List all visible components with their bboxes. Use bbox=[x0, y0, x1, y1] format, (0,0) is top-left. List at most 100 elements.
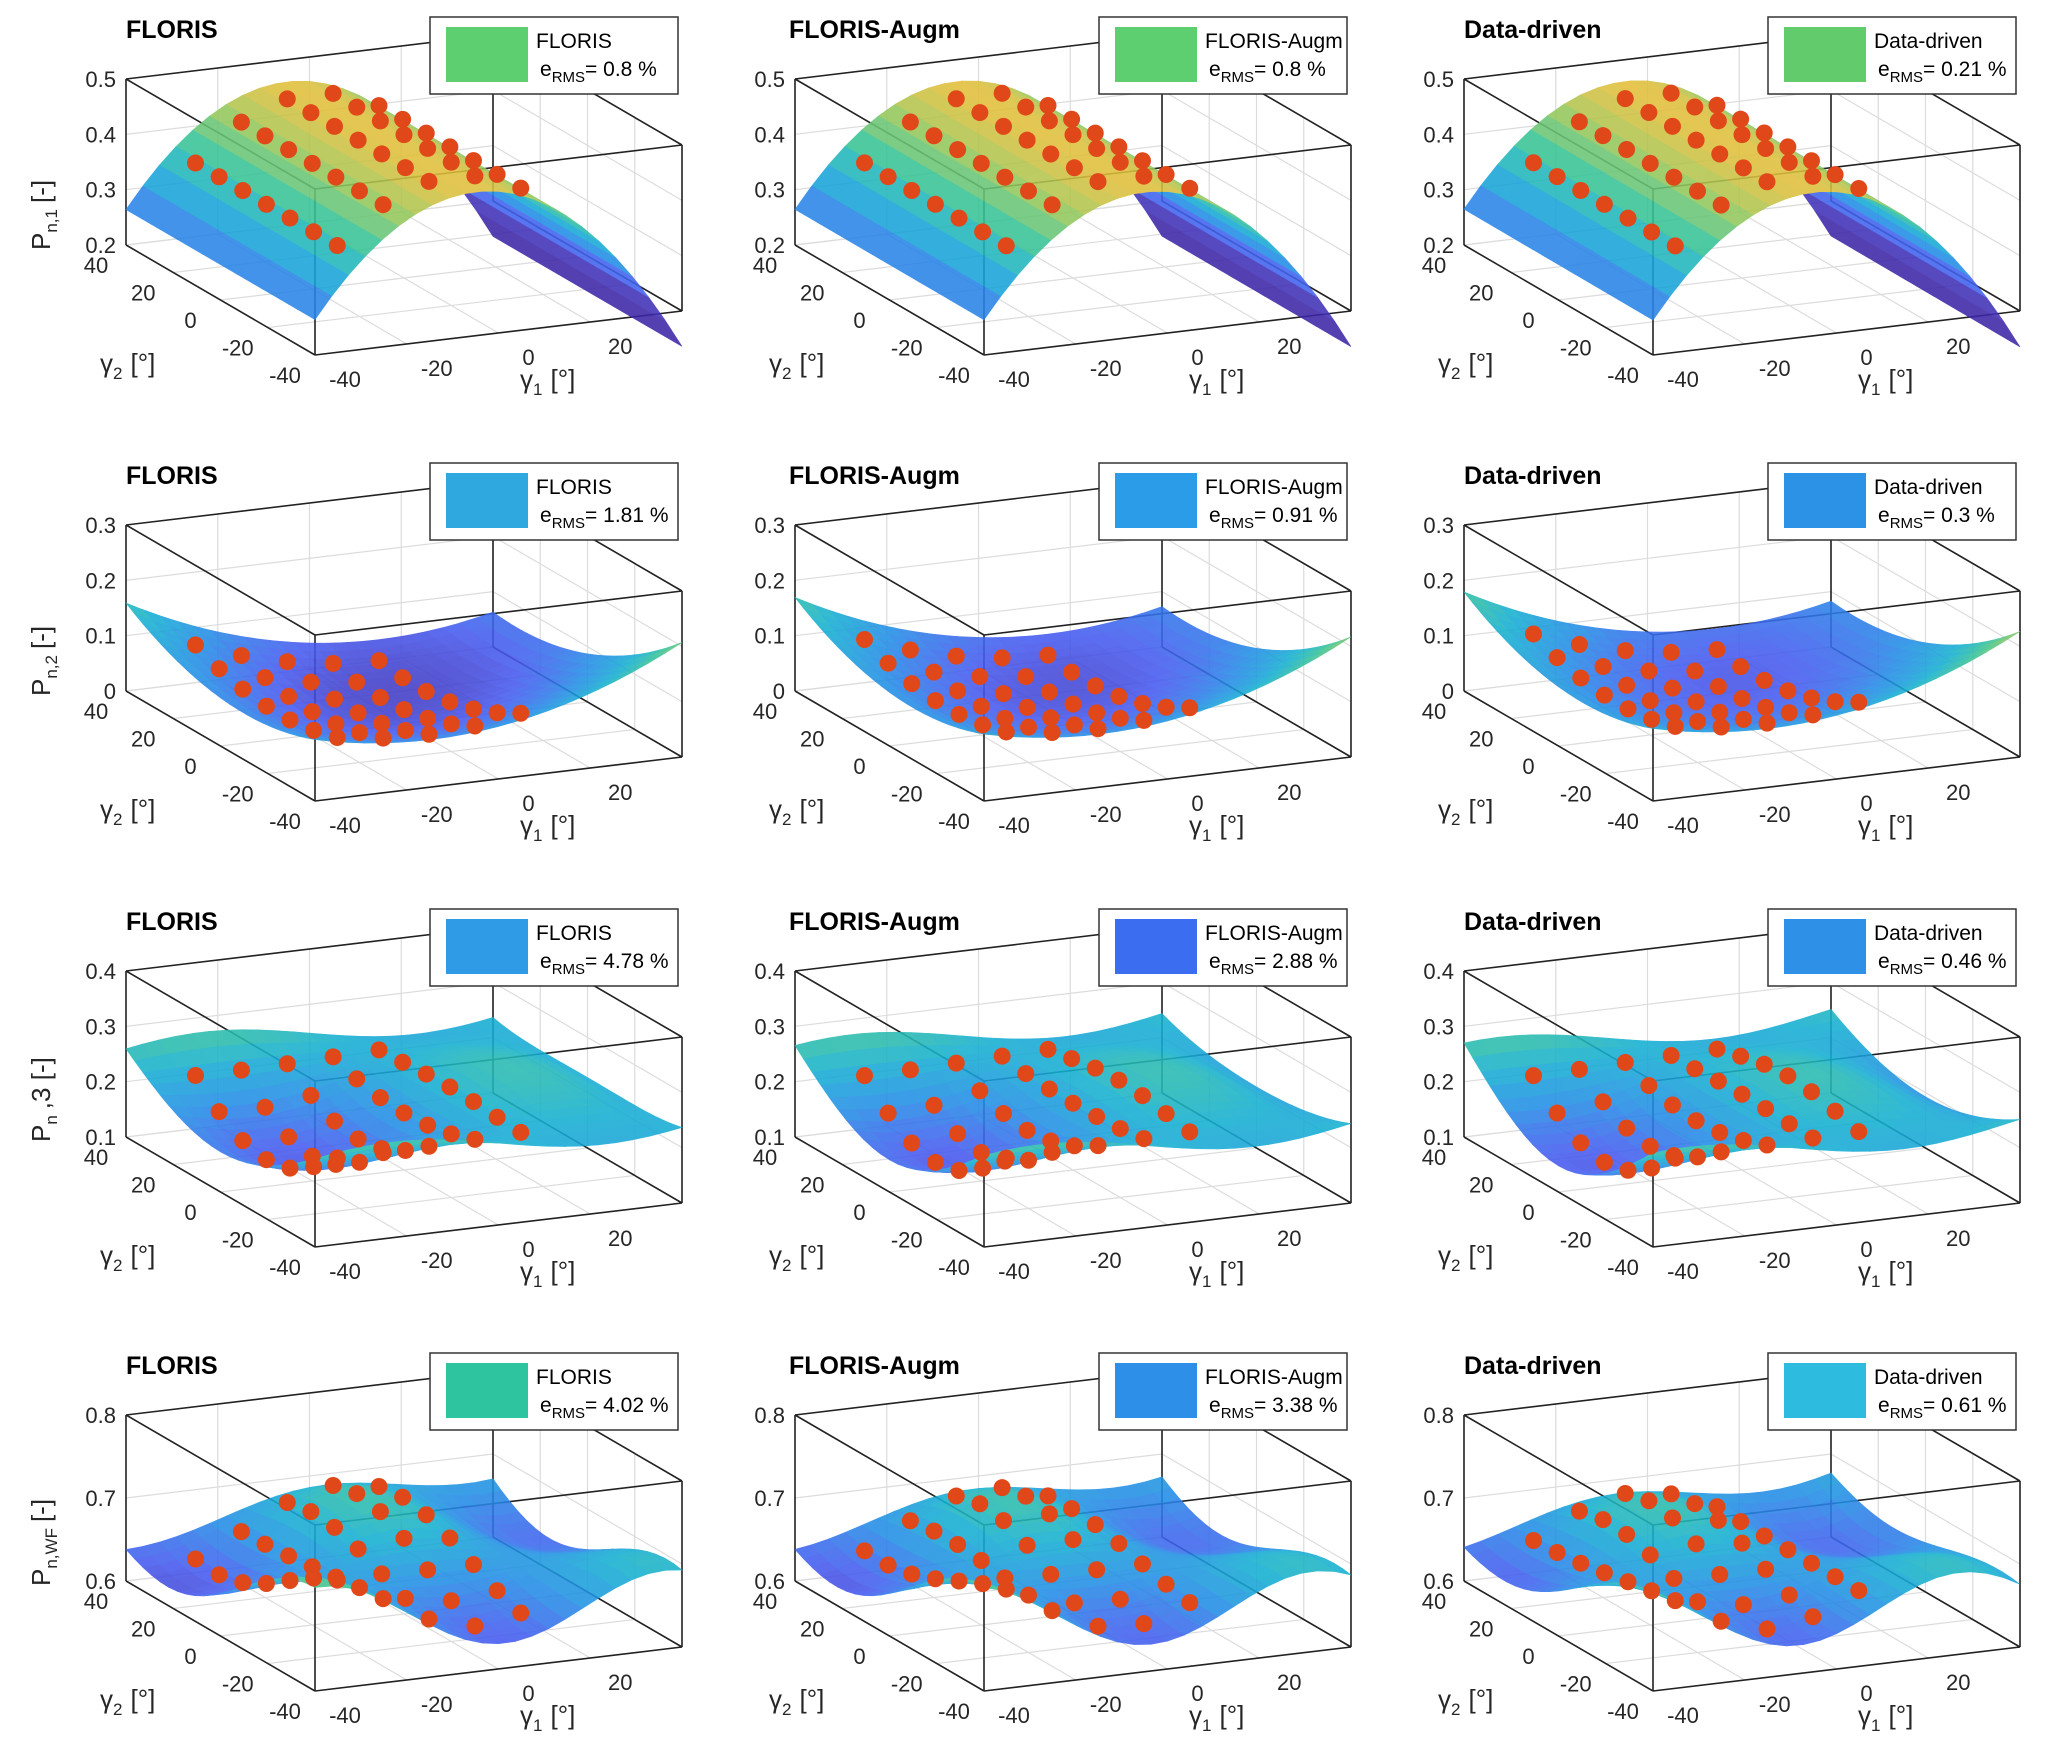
y-tick-label: 40 bbox=[753, 253, 777, 278]
x-tick-label: -20 bbox=[421, 1248, 453, 1273]
y-tick-label: -40 bbox=[269, 363, 301, 388]
measurement-point bbox=[1181, 1123, 1199, 1141]
measurement-points bbox=[856, 1040, 1199, 1179]
measurement-point bbox=[1570, 113, 1588, 131]
measurement-point bbox=[441, 138, 459, 156]
measurement-point bbox=[466, 717, 484, 735]
measurement-point bbox=[1017, 1065, 1035, 1083]
label-sub: 2 bbox=[113, 364, 122, 383]
z-tick-label: 0.2 bbox=[754, 568, 785, 593]
y-tick-label: 0 bbox=[1522, 754, 1534, 779]
box-edge bbox=[1652, 756, 2021, 802]
y-tick-label: 40 bbox=[753, 699, 777, 724]
legend-swatch bbox=[446, 27, 528, 82]
measurement-point bbox=[1594, 127, 1612, 145]
measurement-point bbox=[1181, 699, 1199, 717]
error-eq: = bbox=[1254, 504, 1272, 527]
subplot-3-2: 0.10.20.30.4-40-2002040-40-2002040γ2[°]γ… bbox=[669, 892, 1393, 1338]
measurement-point bbox=[419, 709, 437, 727]
measurement-point bbox=[949, 1125, 967, 1143]
y-tick-label: 0 bbox=[853, 308, 865, 333]
measurement-point bbox=[281, 1159, 299, 1177]
measurement-point bbox=[879, 654, 897, 672]
measurement-point bbox=[302, 673, 320, 691]
measurement-point bbox=[1570, 636, 1588, 654]
box-edge bbox=[125, 244, 316, 356]
error-base: e bbox=[1209, 950, 1221, 973]
box-edge bbox=[794, 690, 985, 802]
measurement-point bbox=[348, 673, 366, 691]
x-tick-label: -40 bbox=[1667, 813, 1699, 838]
measurement-point bbox=[1039, 96, 1057, 114]
measurement-point bbox=[996, 709, 1014, 727]
measurement-point bbox=[371, 1089, 389, 1107]
measurement-point bbox=[280, 1128, 298, 1146]
measurement-point bbox=[1548, 649, 1566, 667]
label-base: P bbox=[26, 1125, 56, 1142]
measurement-point bbox=[278, 653, 296, 671]
legend-error: eRMS= 4.78 % bbox=[540, 950, 669, 978]
z-tick-label: 0.5 bbox=[754, 67, 785, 92]
error-value: 0.91 % bbox=[1272, 504, 1337, 527]
measurement-point bbox=[303, 154, 321, 172]
measurement-point bbox=[256, 1098, 274, 1116]
box-edge bbox=[1463, 524, 1654, 636]
measurement-point bbox=[1157, 166, 1175, 184]
measurement-point bbox=[417, 124, 435, 142]
legend-swatch bbox=[446, 473, 528, 528]
surface bbox=[125, 1017, 683, 1171]
y-tick-label: -40 bbox=[938, 1255, 970, 1280]
label-unit: [°] bbox=[130, 348, 155, 378]
measurement-point bbox=[1134, 152, 1151, 170]
error-eq: = bbox=[585, 950, 603, 973]
y-tick-label: 20 bbox=[800, 727, 824, 752]
measurement-point bbox=[1640, 103, 1658, 121]
measurement-point bbox=[1064, 695, 1082, 713]
measurement-point bbox=[950, 209, 968, 227]
label-unit: [-] bbox=[26, 180, 56, 203]
z-tick-label: 0 bbox=[1442, 679, 1454, 704]
measurement-point bbox=[278, 1055, 296, 1073]
measurement-point bbox=[370, 652, 388, 670]
subplot-title: FLORIS-Augm bbox=[789, 16, 960, 44]
measurement-points bbox=[187, 1041, 530, 1177]
measurement-point bbox=[349, 131, 367, 149]
measurement-point bbox=[901, 1061, 919, 1079]
measurement-point bbox=[949, 682, 967, 700]
surface-plot: 0.10.20.30.4-40-2002040-40-2002040γ2[°]γ… bbox=[753, 908, 1393, 1291]
y-tick-label: 40 bbox=[1422, 699, 1446, 724]
surface-patch bbox=[305, 290, 333, 320]
label-base: γ bbox=[1189, 810, 1202, 840]
label-base: γ bbox=[100, 1240, 113, 1270]
measurement-point bbox=[1709, 112, 1727, 130]
measurement-point bbox=[466, 167, 484, 185]
subplot-2-2: 00.10.20.3-40-2002040-40-2002040γ2[°]γ1[… bbox=[669, 446, 1393, 892]
measurement-point bbox=[1043, 724, 1061, 742]
measurement-point bbox=[349, 1130, 367, 1148]
measurement-point bbox=[903, 1134, 921, 1152]
measurement-point bbox=[1548, 168, 1566, 186]
measurement-point bbox=[488, 165, 506, 183]
measurement-point bbox=[1157, 698, 1175, 716]
measurement-point bbox=[441, 1078, 459, 1096]
measurement-point bbox=[351, 182, 368, 200]
surface-plot: 00.10.20.3-40-2002040-40-2002040γ2[°]γ1[… bbox=[753, 462, 1393, 845]
box-edge bbox=[794, 524, 985, 636]
z-tick-label: 0.2 bbox=[85, 233, 116, 258]
measurement-point bbox=[1065, 159, 1083, 177]
error-value: 0.21 % bbox=[1941, 58, 2006, 81]
measurement-point bbox=[947, 90, 965, 108]
measurement-point bbox=[278, 90, 296, 108]
label-base: γ bbox=[1858, 810, 1871, 840]
measurement-point bbox=[1088, 1107, 1106, 1125]
error-eq: = bbox=[1923, 504, 1941, 527]
measurement-point bbox=[1572, 669, 1590, 687]
measurement-point bbox=[1734, 710, 1752, 728]
label-sub: 2 bbox=[782, 810, 791, 829]
z-tick-label: 0.3 bbox=[85, 178, 116, 203]
y-tick-label: 20 bbox=[131, 1173, 155, 1198]
measurement-point bbox=[879, 1104, 897, 1122]
measurement-point bbox=[1641, 154, 1659, 172]
measurement-point bbox=[1086, 124, 1104, 142]
measurement-point bbox=[465, 1093, 482, 1111]
